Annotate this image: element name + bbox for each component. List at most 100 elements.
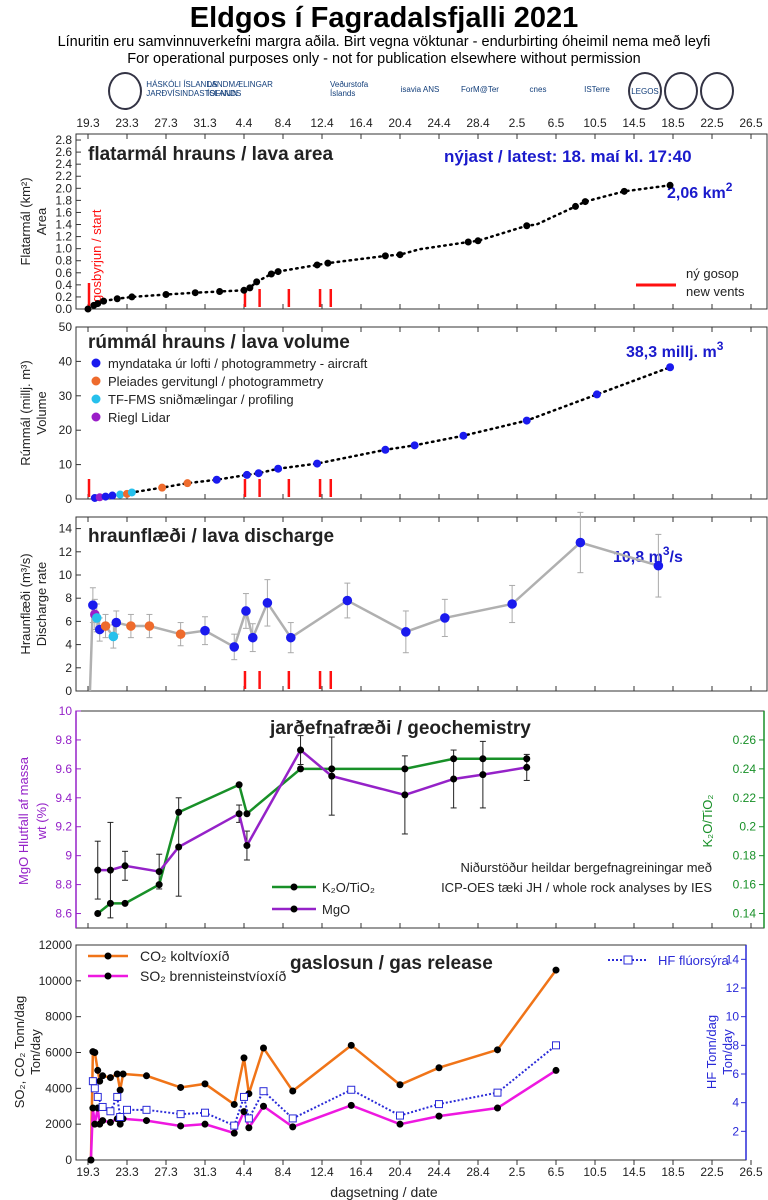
bottom-date-tick-label: 6.5 <box>548 1165 565 1179</box>
legend-so2-label: SO₂ brennisteinstvíoxíð <box>140 968 286 984</box>
co2-point <box>494 1046 501 1054</box>
eruption-start-label: gosbyrjun / start <box>89 209 104 302</box>
discharge-point <box>126 621 136 631</box>
bottom-date-tick-label: 2.5 <box>509 1165 526 1179</box>
area-point <box>94 300 102 308</box>
gas-ylabel-left-unit: Ton/day <box>28 1029 43 1075</box>
area-ylabel-is: Flatarmál (km²) <box>18 177 33 265</box>
y-tick-label: 4000 <box>45 1081 72 1095</box>
area-point <box>100 297 108 305</box>
volume-point <box>274 464 283 473</box>
header: Eldgos í Fagradalsfjalli 2021 Línuritin … <box>0 0 768 110</box>
geochem-note-line2: ICP-OES tæki JH / whole rock analyses by… <box>441 880 712 895</box>
discharge-point <box>175 629 186 639</box>
bottom-date-tick-label: 24.4 <box>427 1165 451 1179</box>
volume-legend-marker <box>91 412 101 422</box>
y-tick-label: 10000 <box>39 974 73 988</box>
top-date-tick-label: 6.5 <box>548 116 565 130</box>
co2-point <box>143 1072 150 1080</box>
gas-ylabel-left: SO₂, CO₂ Tonn/dag <box>12 996 27 1108</box>
co2-point <box>91 1049 99 1056</box>
mgo-point <box>175 843 183 851</box>
discharge-point <box>88 600 98 610</box>
hf-point <box>88 1077 97 1086</box>
vents-legend-is: ný gosop <box>686 266 739 281</box>
area-point <box>253 278 261 286</box>
discharge-point <box>111 617 122 628</box>
top-date-tick-label: 23.3 <box>115 116 139 130</box>
area-point <box>620 187 628 195</box>
gas-right-tick-label: 8 <box>732 1038 739 1052</box>
area-panel-title: flatarmál hrauns / lava area <box>88 144 333 165</box>
vents-legend-en: new vents <box>686 284 745 299</box>
co2-point <box>230 1100 238 1108</box>
mgo-point <box>401 791 409 799</box>
mgo-point <box>121 862 129 870</box>
panel-frame <box>75 710 765 929</box>
hf-point <box>93 1092 102 1101</box>
area-point <box>216 288 224 295</box>
landmaelingar-logo: LANDMÆLINGAR ÍSLANDS <box>207 80 273 98</box>
area-point <box>246 284 254 292</box>
co2-point <box>396 1081 404 1089</box>
so2-point <box>289 1123 297 1131</box>
y-tick-label: 14 <box>59 522 73 536</box>
hf-series-line <box>91 1044 557 1127</box>
so2-point <box>87 1156 95 1164</box>
co2-point <box>116 1086 124 1094</box>
area-point <box>666 181 674 189</box>
hf-point <box>116 1113 125 1121</box>
gas-right-tick-label: 14 <box>726 952 740 966</box>
volume-legend-label: Pleiades gervitungl / photogrammetry <box>108 374 324 389</box>
gas-right-tick-label: 12 <box>726 981 740 995</box>
gas-right-tick-label: 10 <box>726 1010 740 1024</box>
bottom-date-tick-label: 18.5 <box>661 1165 685 1179</box>
y-tick-label: 0.8 <box>55 254 72 268</box>
area-point <box>113 295 121 303</box>
volume-legend-marker <box>91 394 101 404</box>
hf-point <box>106 1107 115 1116</box>
top-date-tick-label: 2.5 <box>509 116 526 130</box>
so2-point <box>245 1124 253 1132</box>
geochem-left-tick-label: 9.2 <box>55 820 72 834</box>
hf-point <box>288 1114 297 1123</box>
discharge-point <box>241 606 251 616</box>
co2-point <box>435 1064 443 1072</box>
so2-point <box>116 1120 124 1128</box>
area-point <box>324 259 332 267</box>
area-point <box>581 198 589 206</box>
mgo-point <box>243 842 251 850</box>
discharge-point <box>653 560 664 571</box>
y-tick-label: 1.6 <box>55 205 72 219</box>
geochem-left-tick-label: 9.8 <box>55 733 72 747</box>
y-tick-label: 1.4 <box>55 218 72 232</box>
top-date-tick-label: 19.3 <box>76 116 100 130</box>
volume-legend-label: TF-FMS sniðmælingar / profiling <box>108 392 294 407</box>
so2-point <box>552 1066 560 1074</box>
y-tick-label: 0.0 <box>55 302 72 316</box>
y-tick-label: 40 <box>59 354 73 368</box>
discharge-point <box>100 621 111 631</box>
legos-logo: LEGOS <box>628 72 662 110</box>
gas-right-tick-label: 4 <box>732 1096 739 1110</box>
so2-point <box>347 1101 355 1109</box>
y-tick-label: 12 <box>59 545 73 559</box>
area-point <box>274 268 282 276</box>
ratio-point <box>401 765 409 773</box>
so2-point <box>230 1129 238 1137</box>
hf-point <box>493 1088 502 1097</box>
area-point <box>191 289 199 297</box>
hf-point <box>240 1092 248 1101</box>
volume-legend-label: Riegl Lidar <box>108 410 171 425</box>
y-tick-label: 2.4 <box>55 157 72 171</box>
discharge-point <box>342 595 353 606</box>
so2-series-line <box>89 1069 557 1161</box>
y-tick-label: 10 <box>59 568 73 582</box>
area-point <box>572 202 579 210</box>
co2-point <box>201 1080 209 1088</box>
area-ylabel-en: Area <box>34 207 49 235</box>
panel-frame <box>75 326 768 500</box>
area-point <box>464 238 472 246</box>
top-date-tick-label: 28.4 <box>466 116 490 130</box>
geochem-right-tick-label: 0.22 <box>733 791 757 805</box>
